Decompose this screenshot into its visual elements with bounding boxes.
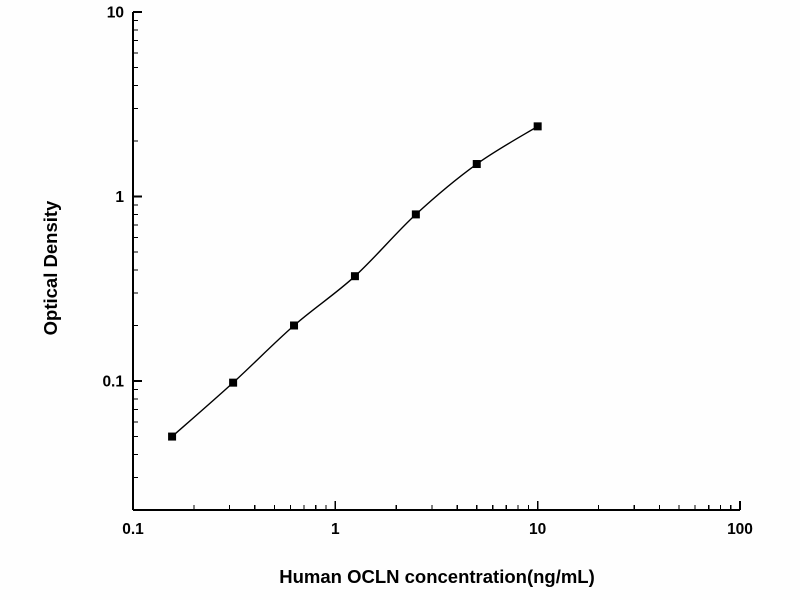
x-tick-label: 1 (331, 521, 340, 538)
data-point-marker (533, 122, 542, 131)
x-tick-label: 0.1 (122, 521, 144, 538)
axes (132, 12, 740, 511)
data-point-marker (411, 210, 420, 219)
x-axis-title: Human OCLN concentration(ng/mL) (279, 566, 595, 587)
x-tick-label: 10 (529, 521, 546, 538)
y-axis-title: Optical Density (40, 200, 61, 335)
y-tick-label: 1 (115, 189, 124, 206)
data-point-marker (290, 321, 299, 330)
x-tick-label: 100 (727, 521, 753, 538)
y-tick-label: 0.1 (102, 374, 124, 391)
data-point-marker (472, 160, 481, 169)
data-point-marker (350, 272, 359, 281)
axis-ticks (132, 11, 741, 510)
fit-curve-line (171, 125, 539, 438)
data-point-marker (229, 378, 238, 387)
axis-tick-labels: 0.1 1 10 100 0.1 1 10 (102, 5, 753, 539)
data-series (168, 122, 542, 441)
y-tick-label: 10 (107, 5, 124, 22)
data-point-marker (168, 432, 177, 441)
